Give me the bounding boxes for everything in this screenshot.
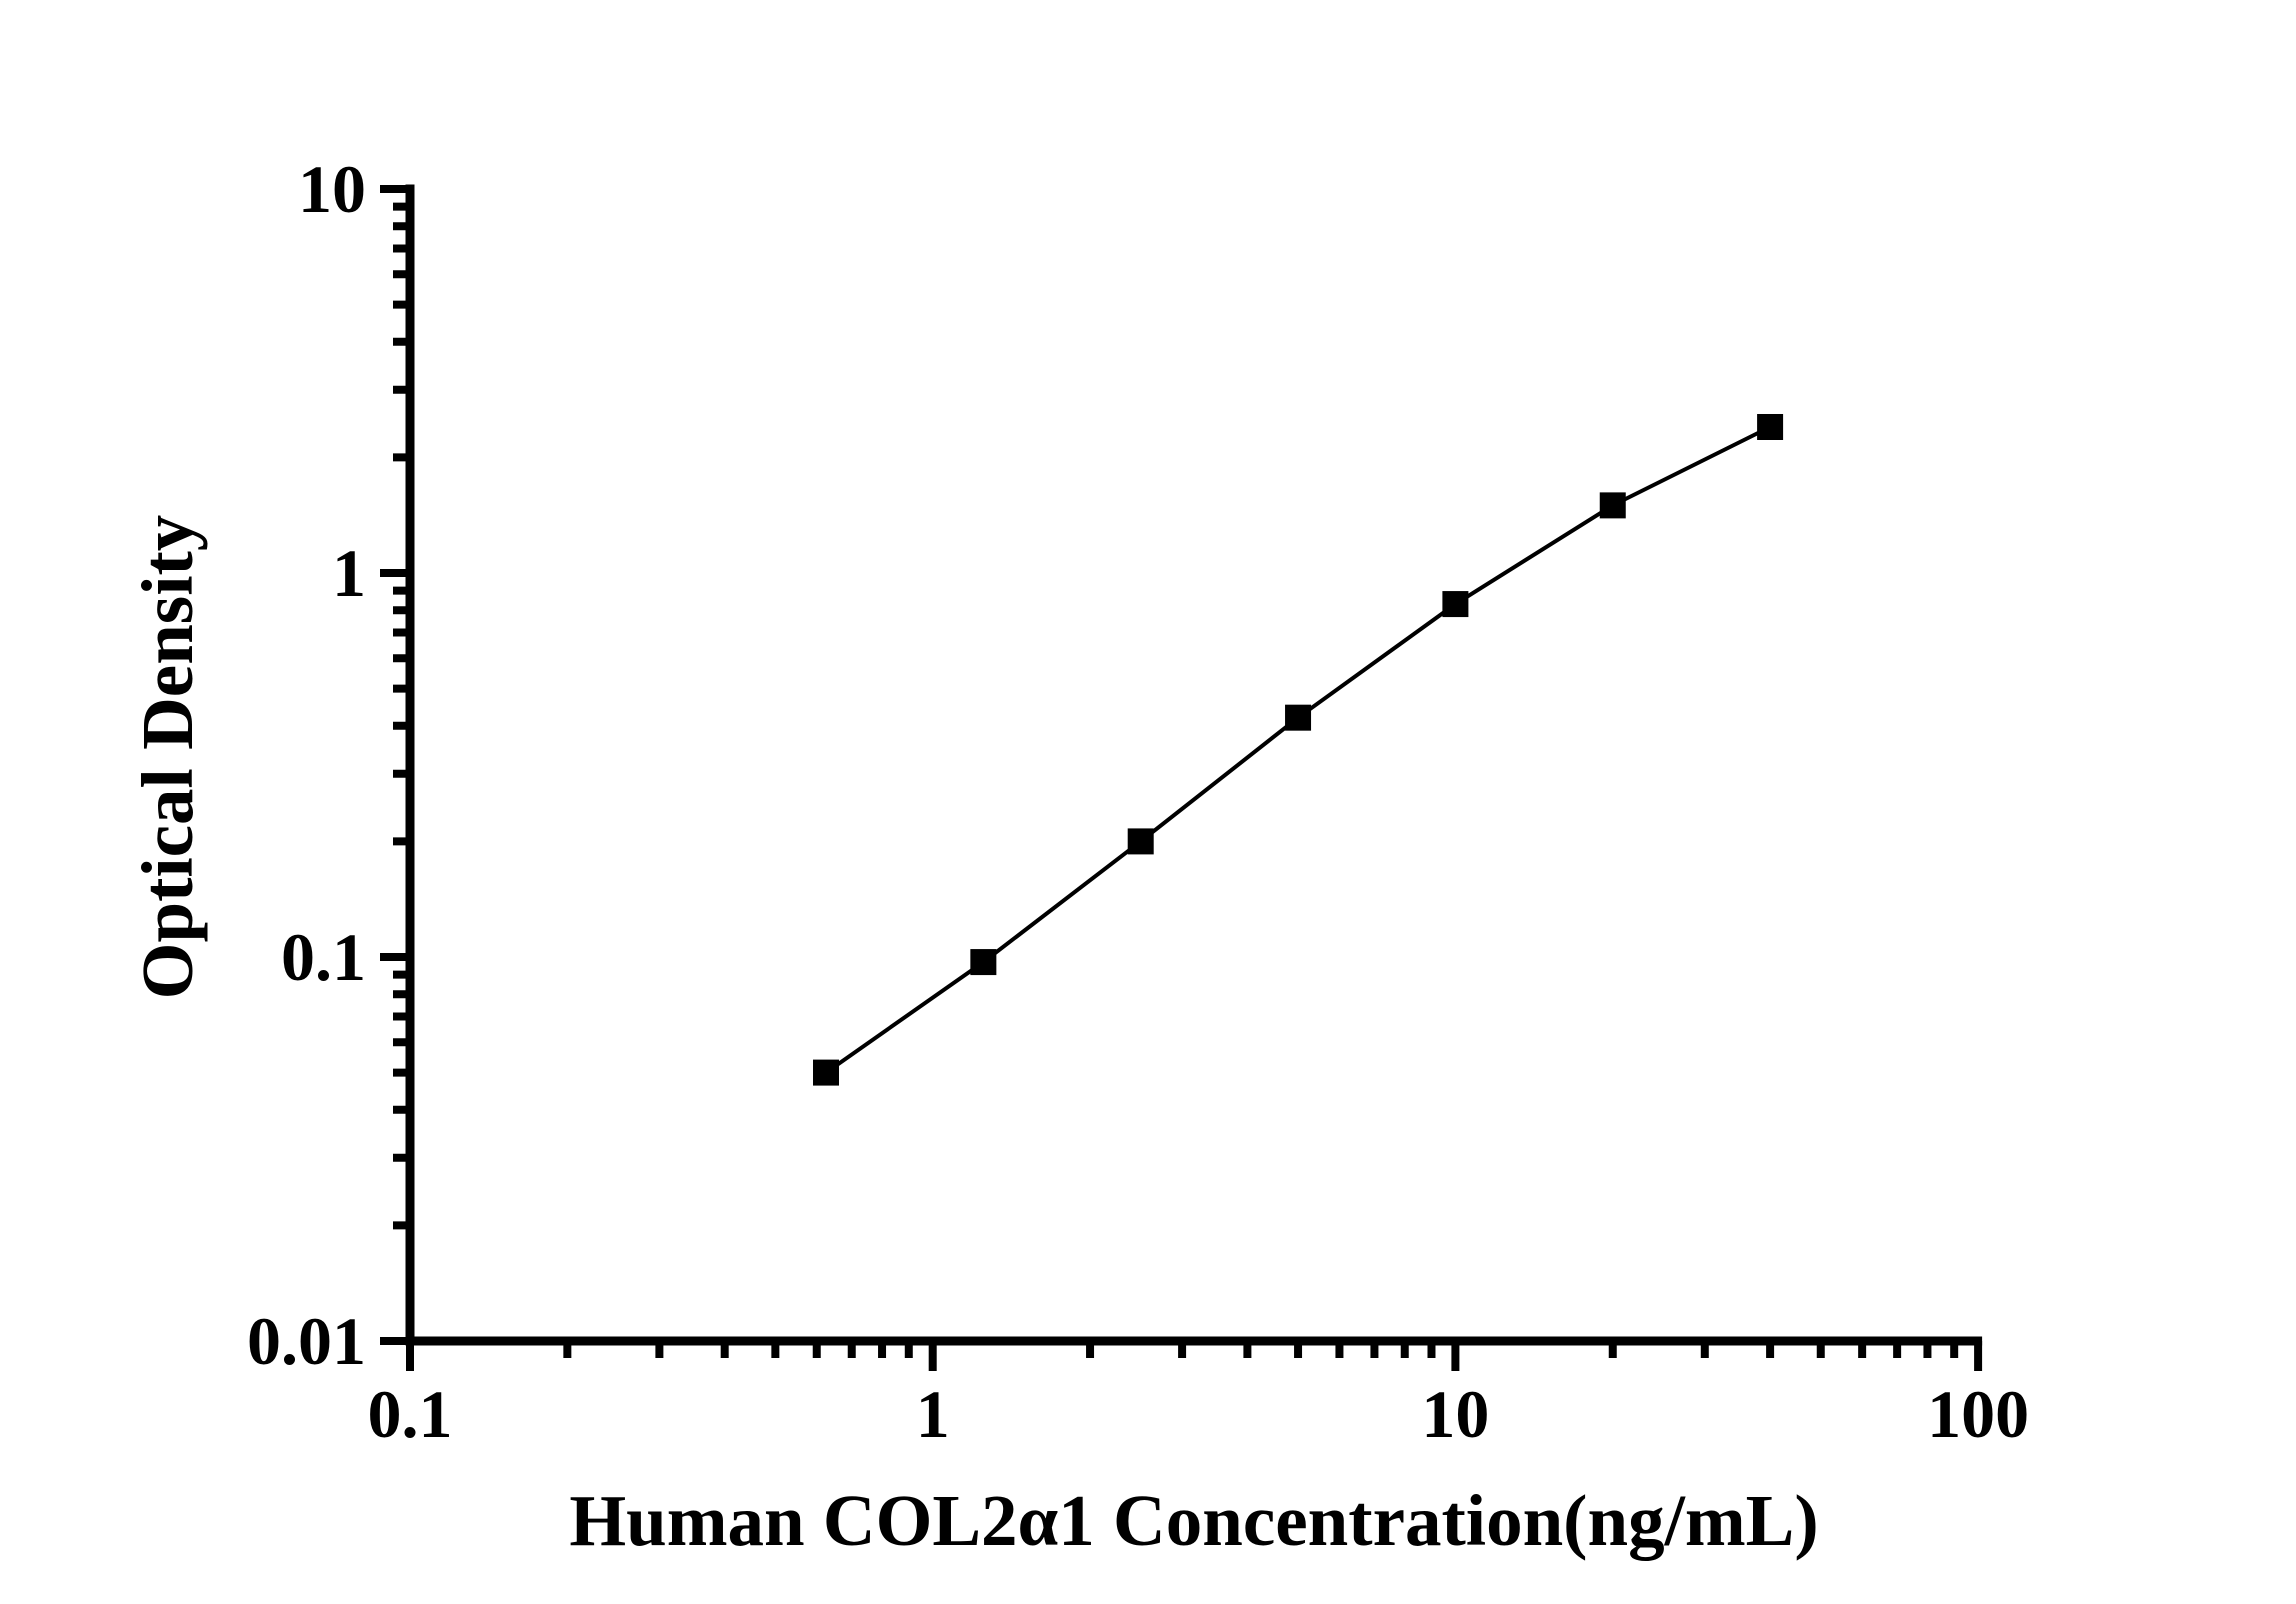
y-axis-tick-label: 0.1 xyxy=(281,919,366,995)
data-point-marker xyxy=(1757,413,1784,440)
standard-curve-line xyxy=(824,425,1771,1075)
data-point-marker xyxy=(970,949,997,976)
x-axis-tick-label: 0.1 xyxy=(368,1376,453,1452)
data-point-marker xyxy=(1285,704,1312,731)
y-axis-title: Optical Density xyxy=(127,515,208,1000)
x-axis-tick-label: 1 xyxy=(916,1376,950,1452)
data-point-marker xyxy=(813,1059,840,1086)
y-axis-tick-label: 10 xyxy=(298,151,366,227)
x-axis-tick-label: 10 xyxy=(1421,1376,1489,1452)
data-point-marker xyxy=(1442,591,1469,618)
data-point-marker xyxy=(1127,828,1154,855)
y-axis-tick-label: 0.01 xyxy=(247,1303,366,1379)
data-point-marker xyxy=(1599,492,1626,519)
x-axis-tick-label: 100 xyxy=(1927,1376,2029,1452)
y-axis-tick-label: 1 xyxy=(332,535,366,611)
x-axis-title: Human COL2α1 Concentration(ng/mL) xyxy=(569,1480,1818,1561)
